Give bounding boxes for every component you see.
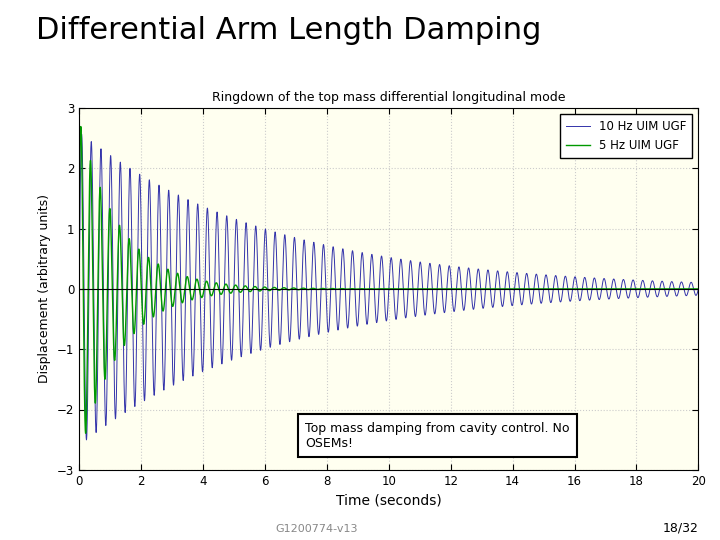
Line: 5 Hz UIM UGF: 5 Hz UIM UGF [79,126,698,433]
Text: 18/32: 18/32 [662,522,698,535]
10 Hz UIM UGF [693,291,701,297]
Legend: 10 Hz UIM UGF, 5 Hz UIM UGF: 10 Hz UIM UGF, 5 Hz UIM UGF [560,114,693,158]
5 Hz UIM UGF [76,123,85,130]
10 Hz UIM UGF [77,131,86,137]
10 Hz UIM UGF [82,437,91,443]
10 Hz UIM UGF [75,286,84,292]
10 Hz UIM UGF [470,302,479,308]
Title: Ringdown of the top mass differential longitudinal mode: Ringdown of the top mass differential lo… [212,91,565,104]
5 Hz UIM UGF [75,205,84,211]
10 Hz UIM UGF [694,286,703,292]
10 Hz UIM UGF [354,322,362,328]
Text: Top mass damping from cavity control. No
OSEMs!: Top mass damping from cavity control. No… [305,422,570,450]
10 Hz UIM UGF [630,280,639,287]
5 Hz UIM UGF [685,286,694,292]
Text: Differential Arm Length Damping: Differential Arm Length Damping [36,16,541,45]
5 Hz UIM UGF [354,286,362,292]
X-axis label: Time (seconds): Time (seconds) [336,493,441,507]
Y-axis label: Displacement (arbitrary units): Displacement (arbitrary units) [38,194,51,383]
Line: 10 Hz UIM UGF: 10 Hz UIM UGF [79,134,698,440]
10 Hz UIM UGF [613,292,621,299]
10 Hz UIM UGF [685,281,694,287]
5 Hz UIM UGF [693,286,701,292]
5 Hz UIM UGF [613,286,621,292]
5 Hz UIM UGF [694,286,703,292]
5 Hz UIM UGF [81,430,90,436]
5 Hz UIM UGF [470,286,479,292]
5 Hz UIM UGF [630,286,639,292]
Text: G1200774-v13: G1200774-v13 [276,524,358,534]
